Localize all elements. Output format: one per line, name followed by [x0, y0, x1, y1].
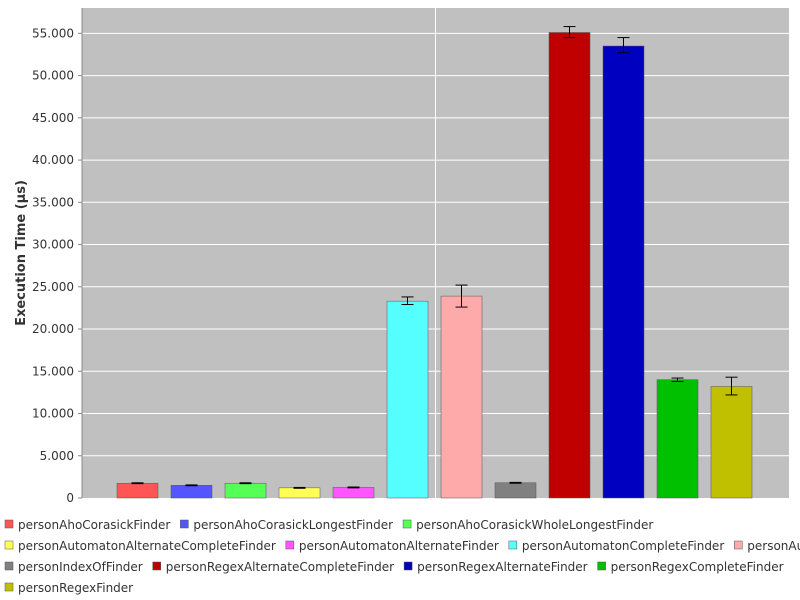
legend-swatch: [4, 561, 14, 571]
legend-swatch: [597, 561, 606, 571]
bar: [332, 487, 375, 499]
legend-item: personIndexOfFinder: [4, 560, 143, 574]
legend-item: personRegexCompleteFinder: [597, 560, 784, 574]
y-tick-label: 30.000: [32, 238, 74, 252]
y-tick-label: 0: [66, 491, 74, 505]
y-axis-label: Execution Time (µs): [14, 180, 29, 326]
bar: [548, 32, 591, 499]
legend-label: personAhoCorasickLongestFinder: [193, 518, 393, 532]
y-tick-label: 25.000: [32, 280, 74, 294]
bar: [656, 379, 699, 499]
y-tick-label: 10.000: [32, 407, 74, 421]
y-tick-label: 55.000: [32, 26, 74, 40]
legend-item: personAutomatonFinder: [734, 539, 800, 553]
legend-item: personRegexAlternateCompleteFinder: [152, 560, 394, 574]
legend-item: personAhoCorasickWholeLongestFinder: [402, 518, 653, 532]
legend-swatch: [4, 582, 14, 592]
legend-swatch: [402, 519, 412, 529]
legend-label: personAutomatonCompleteFinder: [522, 539, 724, 553]
bar: [602, 45, 645, 499]
legend-swatch: [734, 540, 743, 550]
bar: [224, 482, 267, 499]
bar: [170, 485, 213, 499]
bar: [494, 482, 537, 499]
y-tick-label: 35.000: [32, 195, 74, 209]
y-tick-label: 40.000: [32, 153, 74, 167]
legend-swatch: [508, 540, 518, 550]
legend-label: personRegexCompleteFinder: [611, 560, 784, 574]
y-tick-label: 5.000: [40, 449, 74, 463]
y-tick-label: 45.000: [32, 111, 74, 125]
legend-item: personAutomatonAlternateFinder: [285, 539, 499, 553]
y-tick-label: 20.000: [32, 322, 74, 336]
legend-label: personIndexOfFinder: [18, 560, 143, 574]
legend-swatch: [4, 540, 14, 550]
legend-label: personAutomatonAlternateFinder: [299, 539, 499, 553]
legend-swatch: [285, 540, 295, 550]
legend-label: personRegexFinder: [18, 581, 133, 595]
y-tick-label: 50.000: [32, 69, 74, 83]
legend-swatch: [180, 519, 189, 529]
legend-item: personAutomatonAlternateCompleteFinder: [4, 539, 276, 553]
legend-item: personRegexAlternateFinder: [403, 560, 588, 574]
legend: personAhoCorasickFinder personAhoCorasick…: [4, 518, 800, 595]
y-axis: 0 5.000 10.000 15.000 20.000 25.000 30.000 35.0…: [32, 8, 83, 505]
legend-label: personAutomatonAlternateCompleteFinder: [18, 539, 276, 553]
legend-label: personAutomatonFinder: [747, 539, 800, 553]
bar: [278, 487, 321, 499]
legend-label: personAhoCorasickWholeLongestFinder: [416, 518, 653, 532]
legend-label: personAhoCorasickFinder: [18, 518, 170, 532]
error-bars: [131, 26, 738, 489]
legend-label: personRegexAlternateFinder: [417, 560, 588, 574]
bar: [116, 482, 159, 499]
legend-item: personAutomatonCompleteFinder: [508, 539, 724, 553]
bar: [386, 300, 429, 499]
grid-lines: [82, 8, 789, 498]
legend-item: personAhoCorasickLongestFinder: [180, 518, 393, 532]
legend-item: personRegexFinder: [4, 581, 133, 595]
bars: [116, 32, 753, 499]
legend-swatch: [152, 561, 161, 571]
y-tick-label: 15.000: [32, 364, 74, 378]
legend-label: personRegexAlternateCompleteFinder: [166, 560, 394, 574]
legend-swatch: [403, 561, 413, 571]
bar: [710, 386, 753, 499]
legend-swatch: [4, 519, 14, 529]
bar: [440, 295, 483, 499]
legend-item: personAhoCorasickFinder: [4, 518, 170, 532]
